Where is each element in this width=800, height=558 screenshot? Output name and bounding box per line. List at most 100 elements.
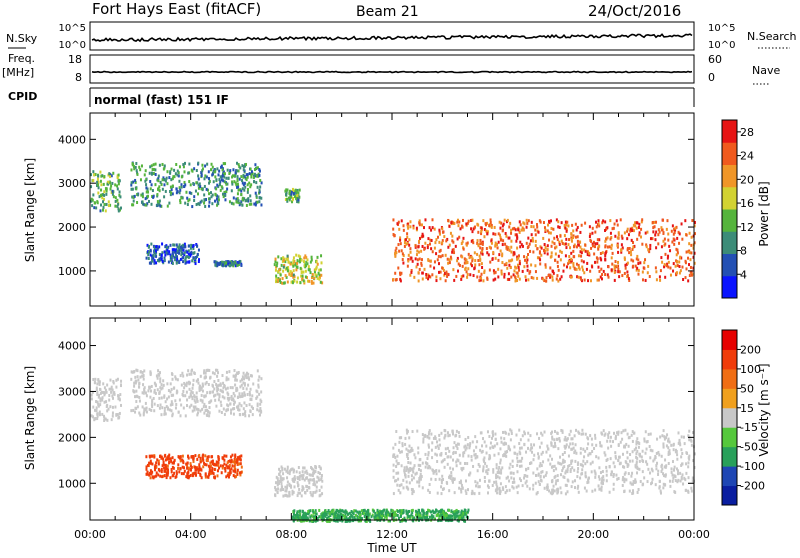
echo-cell (208, 383, 210, 386)
echo-cell (691, 440, 693, 443)
echo-cell (630, 228, 632, 231)
echo-cell (415, 245, 417, 248)
echo-cell (566, 230, 568, 233)
echo-cell (274, 263, 276, 266)
echo-cell (191, 369, 193, 372)
echo-cell (474, 259, 476, 262)
echo-cell (155, 255, 157, 258)
echo-cell (601, 486, 603, 489)
echo-cell (616, 265, 618, 268)
echo-cell (319, 489, 321, 492)
echo-cell (319, 472, 321, 475)
echo-cell (617, 224, 619, 227)
freq-trace (92, 72, 692, 73)
echo-cell (103, 183, 105, 186)
echo-cell (201, 408, 203, 411)
echo-cell (175, 406, 177, 409)
echo-cell (550, 256, 552, 259)
echo-cell (234, 470, 236, 473)
echo-cell (161, 406, 163, 409)
echo-cell (298, 488, 300, 491)
echo-cell (220, 404, 222, 407)
echo-cell (568, 446, 570, 449)
echo-cell (223, 261, 225, 264)
echo-cell (564, 451, 566, 454)
echo-cell (92, 406, 94, 409)
echo-cell (559, 243, 561, 246)
echo-cell (147, 253, 149, 256)
echo-cell (633, 480, 635, 483)
echo-cell (636, 471, 638, 474)
echo-cell (570, 233, 572, 236)
echo-cell (220, 382, 222, 385)
echo-cell (494, 444, 496, 447)
echo-cell (406, 481, 408, 484)
echo-cell (600, 252, 602, 255)
echo-cell (517, 257, 519, 260)
echo-cell (681, 222, 683, 225)
echo-cell (472, 465, 474, 468)
echo-cell (617, 261, 619, 264)
echo-cell (202, 167, 204, 170)
echo-cell (474, 435, 476, 438)
echo-cell (433, 511, 435, 514)
echo-cell (397, 478, 399, 481)
echo-cell (588, 477, 590, 480)
echo-cell (583, 248, 585, 251)
echo-cell (171, 255, 173, 258)
echo-cell (228, 466, 230, 469)
echo-cell (467, 488, 469, 491)
echo-cell (109, 379, 111, 382)
echo-cell (149, 386, 151, 389)
echo-cell (215, 187, 217, 190)
echo-cell (627, 228, 629, 231)
freq-tick-bottom: 8 (75, 71, 82, 84)
echo-cell (538, 437, 540, 440)
echo-cell (406, 486, 408, 489)
echo-cell (535, 270, 537, 273)
echo-cell (288, 197, 290, 200)
echo-cell (280, 257, 282, 260)
echo-cell (179, 189, 181, 192)
echo-cell (233, 196, 235, 199)
echo-cell (260, 197, 262, 200)
echo-cell (516, 486, 518, 489)
echo-cell (155, 383, 157, 386)
echo-cell (592, 461, 594, 464)
echo-cell (308, 481, 310, 484)
echo-cell (281, 465, 283, 468)
echo-cell (120, 404, 122, 407)
echo-cell (165, 190, 167, 193)
echo-cell (95, 400, 97, 403)
echo-cell (227, 260, 229, 263)
echo-cell (164, 245, 166, 248)
echo-cell (150, 476, 152, 479)
echo-cell (488, 486, 490, 489)
echo-cell (186, 391, 188, 394)
echo-cell (481, 242, 483, 245)
echo-cell (661, 245, 663, 248)
echo-cell (242, 198, 244, 201)
echo-cell (502, 239, 504, 242)
freq-line (92, 72, 692, 73)
echo-cell (419, 268, 421, 271)
echo-cell (117, 417, 119, 420)
echo-cell (305, 270, 307, 273)
echo-cell (254, 168, 256, 171)
echo-cell (502, 229, 504, 232)
echo-cell (424, 435, 426, 438)
echo-cell (211, 384, 213, 387)
echo-cell (219, 183, 221, 186)
echo-cell (657, 242, 659, 245)
echo-cell (178, 261, 180, 264)
echo-cell (188, 381, 190, 384)
echo-cell (473, 449, 475, 452)
echo-cell (591, 438, 593, 441)
echo-cell (663, 446, 665, 449)
echo-cell (514, 279, 516, 282)
echo-cell (148, 257, 150, 260)
echo-cell (581, 429, 583, 432)
echo-cell (437, 236, 439, 239)
echo-cell (594, 245, 596, 248)
echo-cell (510, 471, 512, 474)
